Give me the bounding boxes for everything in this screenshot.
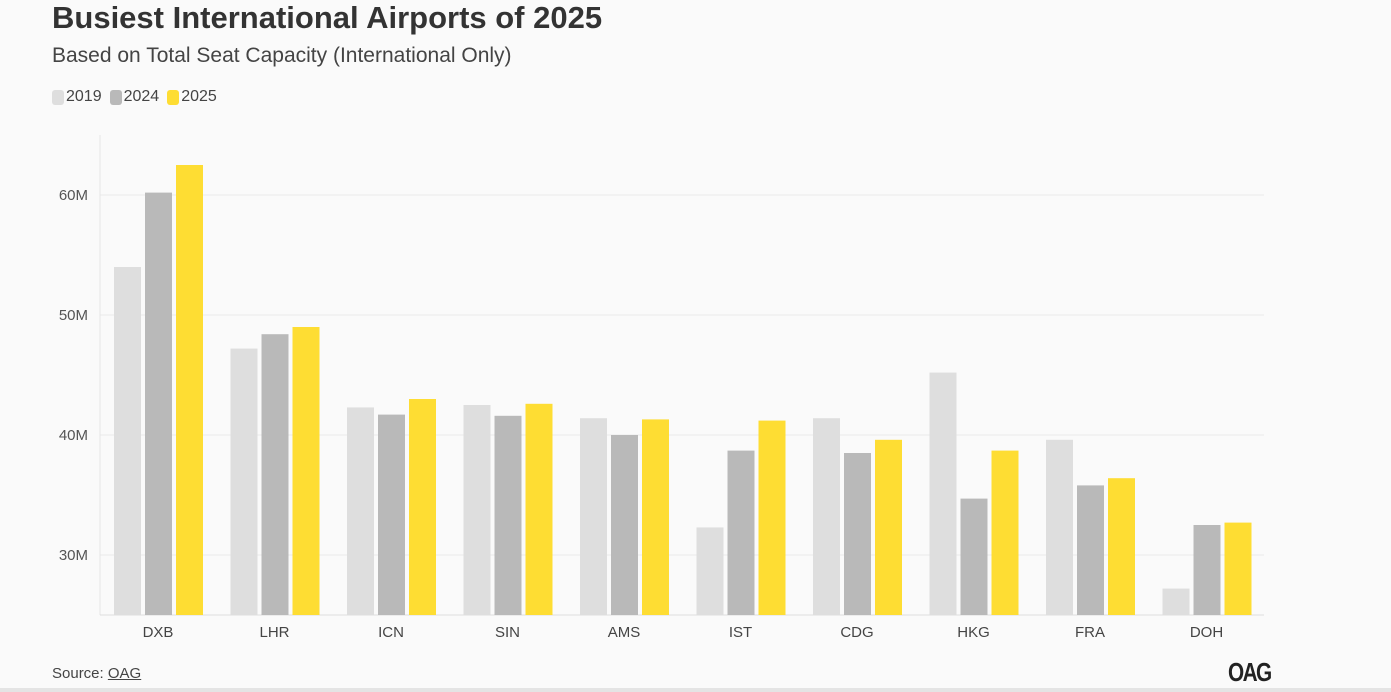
x-tick-label: DXB xyxy=(143,624,174,641)
bar-hkg-2024 xyxy=(960,498,988,615)
divider xyxy=(0,688,1391,692)
bar-ams-2019 xyxy=(580,418,607,615)
bar-icn-2025 xyxy=(409,399,436,615)
bar-ist-2024 xyxy=(727,450,755,615)
bar-cdg-2025 xyxy=(875,439,902,615)
bar-cdg-2019 xyxy=(813,418,840,615)
bar-doh-2024 xyxy=(1193,525,1221,615)
legend-swatch xyxy=(52,89,64,105)
bar-ist-2019 xyxy=(696,527,724,615)
chart-subtitle: Based on Total Seat Capacity (Internatio… xyxy=(52,44,512,67)
x-tick-label: AMS xyxy=(608,624,641,641)
bar-icn-2019 xyxy=(347,407,374,615)
y-tick-label: 60M xyxy=(59,187,88,204)
x-tick-label: DOH xyxy=(1190,624,1223,641)
bar-hkg-2025 xyxy=(991,450,1019,615)
bar-dxb-2024 xyxy=(145,192,172,615)
bar-doh-2025 xyxy=(1224,522,1252,615)
bar-ams-2024 xyxy=(611,435,638,615)
bar-hkg-2019 xyxy=(929,372,957,615)
bar-ams-2025 xyxy=(642,419,669,615)
bar-cdg-2024 xyxy=(844,453,871,615)
y-tick-label: 40M xyxy=(59,427,88,444)
bar-dxb-2019 xyxy=(114,267,141,615)
bar-sin-2025 xyxy=(525,403,553,615)
bar-doh-2019 xyxy=(1162,588,1190,615)
legend-item-2019[interactable]: 2019 xyxy=(52,88,102,106)
x-tick-label: LHR xyxy=(259,624,289,641)
bar-icn-2024 xyxy=(378,414,405,615)
legend-swatch xyxy=(109,89,122,105)
legend-label: 2024 xyxy=(123,88,160,105)
chart-title: Busiest International Airports of 2025 xyxy=(52,0,603,35)
legend-swatch xyxy=(167,89,180,105)
x-tick-label: SIN xyxy=(495,624,520,641)
bar-fra-2024 xyxy=(1077,485,1104,615)
x-tick-label: FRA xyxy=(1075,624,1105,641)
legend-item-2025[interactable]: 2025 xyxy=(167,88,217,106)
x-tick-label: HKG xyxy=(957,624,990,641)
legend-item-2024[interactable]: 2024 xyxy=(109,88,160,106)
y-tick-label: 50M xyxy=(59,307,88,324)
legend-label: 2025 xyxy=(181,88,217,105)
bar-sin-2019 xyxy=(463,405,491,615)
legend-label: 2019 xyxy=(66,88,102,105)
x-tick-label: IST xyxy=(729,624,752,641)
bar-fra-2025 xyxy=(1108,478,1135,615)
source-link[interactable]: OAG xyxy=(107,665,142,682)
source-label: Source: xyxy=(52,665,104,682)
bar-ist-2025 xyxy=(758,420,786,615)
x-tick-label: CDG xyxy=(840,624,873,641)
bar-lhr-2025 xyxy=(292,327,320,615)
bar-sin-2024 xyxy=(494,415,522,615)
bar-lhr-2024 xyxy=(261,334,289,615)
bar-dxb-2025 xyxy=(176,165,203,615)
bar-fra-2019 xyxy=(1046,439,1073,615)
legend: 2019 2024 2025 xyxy=(52,88,217,106)
bar-lhr-2019 xyxy=(230,348,258,615)
y-tick-label: 30M xyxy=(59,547,88,564)
oag-logo: OAG xyxy=(1228,657,1272,687)
x-tick-label: ICN xyxy=(378,624,404,641)
source-note: Source: OAG xyxy=(52,665,141,682)
